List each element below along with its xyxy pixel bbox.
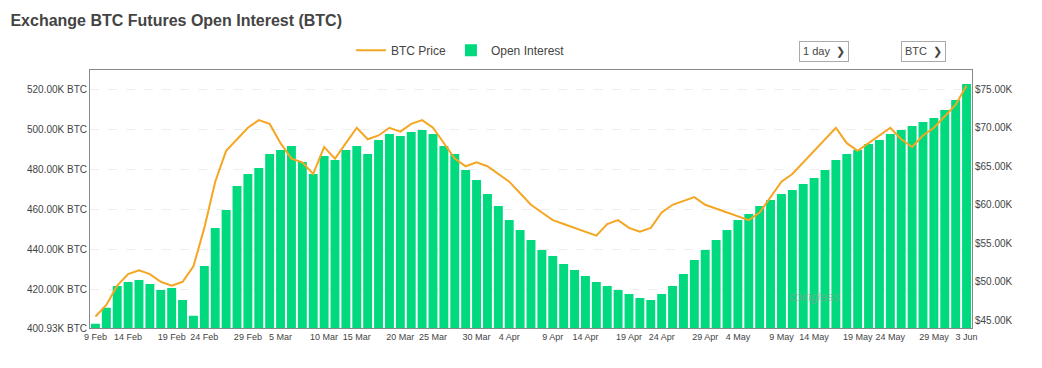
svg-text:9 Feb: 9 Feb — [84, 332, 107, 342]
svg-text:19 Feb: 19 Feb — [158, 332, 186, 342]
svg-text:10 Mar: 10 Mar — [310, 332, 338, 342]
svg-text:4 Apr: 4 Apr — [499, 332, 520, 342]
svg-text:$65.00K: $65.00K — [975, 161, 1013, 172]
svg-text:Open Interest: Open Interest — [491, 44, 564, 58]
svg-text:BTC Price: BTC Price — [391, 44, 446, 58]
svg-text:29 Feb: 29 Feb — [234, 332, 262, 342]
svg-text:4 May: 4 May — [726, 332, 751, 342]
svg-text:440.00K BTC: 440.00K BTC — [27, 244, 87, 255]
svg-text:$50.00K: $50.00K — [975, 276, 1013, 287]
svg-text:520.00K BTC: 520.00K BTC — [27, 84, 87, 95]
svg-text:15 Mar: 15 Mar — [343, 332, 371, 342]
svg-text:24 Feb: 24 Feb — [190, 332, 218, 342]
svg-text:460.00K BTC: 460.00K BTC — [27, 204, 87, 215]
svg-text:30 Mar: 30 Mar — [463, 332, 491, 342]
svg-text:19 Apr: 19 Apr — [616, 332, 642, 342]
svg-text:25 Mar: 25 Mar — [419, 332, 447, 342]
svg-text:$45.00K: $45.00K — [975, 315, 1013, 326]
svg-text:420.00K BTC: 420.00K BTC — [27, 284, 87, 295]
svg-text:$60.00K: $60.00K — [975, 199, 1013, 210]
svg-text:19 May: 19 May — [843, 332, 873, 342]
svg-text:5 Mar: 5 Mar — [269, 332, 292, 342]
svg-text:20 Mar: 20 Mar — [386, 332, 414, 342]
svg-text:$75.00K: $75.00K — [975, 84, 1013, 95]
svg-text:BTC ❯: BTC ❯ — [905, 45, 942, 58]
svg-text:24 Apr: 24 Apr — [649, 332, 675, 342]
svg-text:29 May: 29 May — [919, 332, 949, 342]
svg-text:9 May: 9 May — [769, 332, 794, 342]
svg-text:29 Apr: 29 Apr — [692, 332, 718, 342]
svg-text:400.93K BTC: 400.93K BTC — [27, 323, 87, 334]
svg-text:coinglass: coinglass — [789, 290, 839, 304]
svg-text:480.00K BTC: 480.00K BTC — [27, 164, 87, 175]
svg-text:24 May: 24 May — [876, 332, 906, 342]
svg-text:9 Apr: 9 Apr — [542, 332, 563, 342]
svg-text:14 May: 14 May — [799, 332, 829, 342]
svg-text:$55.00K: $55.00K — [975, 238, 1013, 249]
svg-text:14 Feb: 14 Feb — [114, 332, 142, 342]
svg-text:3 Jun: 3 Jun — [956, 332, 978, 342]
svg-text:1 day ❯: 1 day ❯ — [803, 45, 845, 58]
svg-text:500.00K BTC: 500.00K BTC — [27, 124, 87, 135]
svg-text:$70.00K: $70.00K — [975, 122, 1013, 133]
svg-text:14 Apr: 14 Apr — [572, 332, 598, 342]
svg-text:Exchange BTC Futures Open Inte: Exchange BTC Futures Open Interest (BTC) — [10, 12, 342, 29]
